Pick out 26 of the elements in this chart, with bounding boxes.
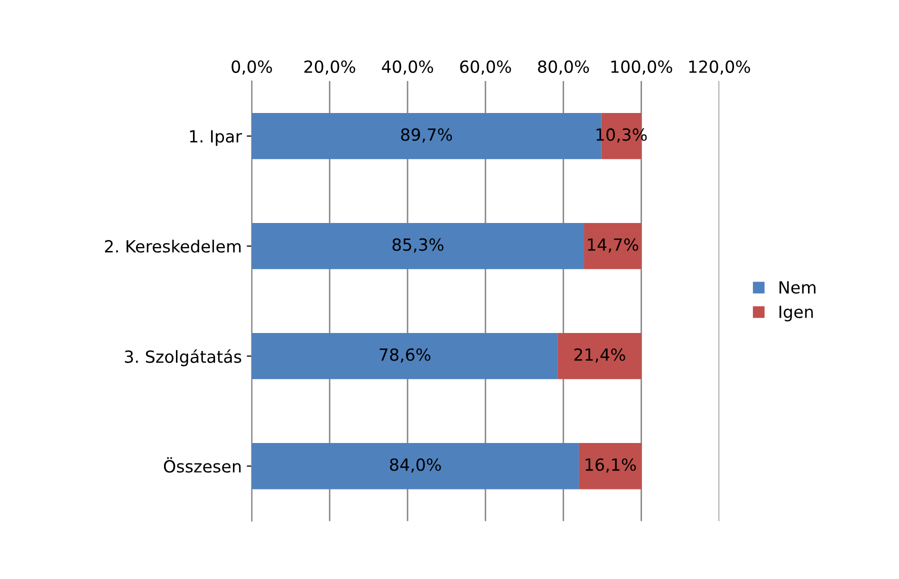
bar bbox=[584, 222, 642, 270]
bar bbox=[252, 442, 579, 490]
bar bbox=[578, 442, 642, 490]
y-tick-label: 2. Kereskedelem bbox=[105, 240, 241, 253]
y-tick-label: Összesen bbox=[164, 457, 241, 473]
data-label: 84,0% bbox=[390, 458, 441, 473]
data-label: 89,7% bbox=[401, 128, 452, 143]
legend-label: Nem bbox=[780, 281, 816, 294]
y-tick-label: 3. Szolgátatás bbox=[124, 349, 242, 366]
data-label: 16,1% bbox=[586, 458, 636, 473]
data-label: 85,3% bbox=[392, 238, 444, 253]
x-tick-label: 120,0% bbox=[689, 60, 750, 75]
x-tick-label: 100,0% bbox=[611, 60, 672, 75]
legend-label: Igen bbox=[780, 306, 813, 322]
x-tick-label: 0,0% bbox=[232, 60, 272, 75]
x-tick-label: 40,0% bbox=[382, 60, 434, 75]
bar bbox=[252, 332, 558, 380]
bar bbox=[252, 222, 584, 270]
data-label: 14,7% bbox=[588, 238, 638, 253]
x-tick-label: 80,0% bbox=[538, 60, 589, 75]
data-label: 78,6% bbox=[380, 348, 430, 363]
bar bbox=[558, 332, 642, 380]
y-tick-label: 1. Ipar bbox=[190, 130, 242, 146]
x-tick-label: 60,0% bbox=[460, 60, 512, 75]
x-tick-label: 20,0% bbox=[304, 60, 356, 75]
data-label: 21,4% bbox=[574, 348, 626, 363]
